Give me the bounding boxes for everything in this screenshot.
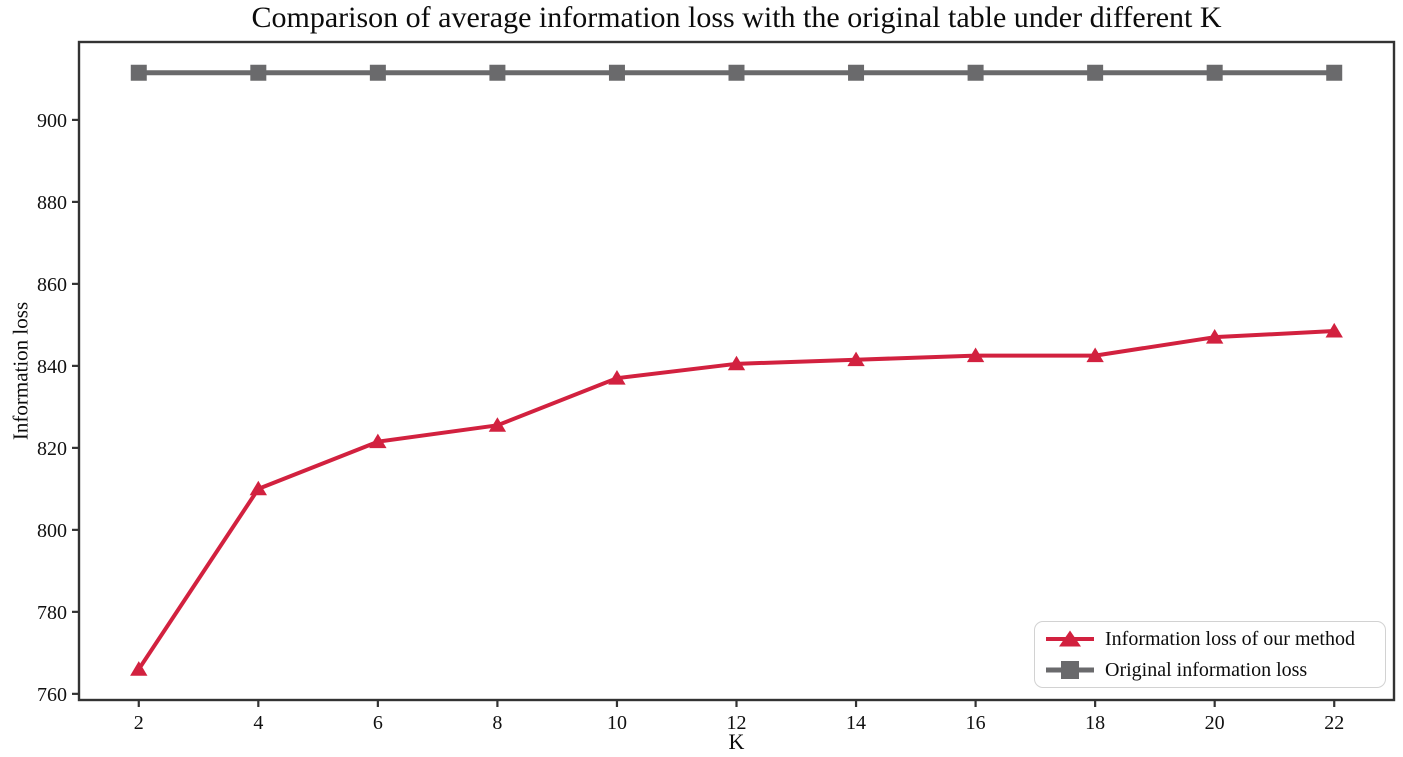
y-tick-label: 860	[37, 274, 67, 296]
series-0-triangle-marker	[369, 433, 387, 449]
y-tick-label: 840	[37, 356, 67, 378]
series-1-square-marker	[250, 64, 267, 81]
x-tick-label: 10	[607, 712, 627, 734]
x-tick-label: 14	[846, 712, 866, 734]
x-tick-label: 8	[492, 712, 502, 734]
legend-triangle-marker	[1059, 630, 1081, 647]
x-tick-label: 20	[1205, 712, 1225, 734]
square-marker-icon	[1046, 661, 1094, 679]
series-1-square-marker	[1206, 64, 1223, 81]
series-1-square-marker	[1087, 64, 1104, 81]
x-tick-label: 18	[1085, 712, 1105, 734]
legend-square-marker	[1061, 661, 1079, 679]
series-0-triangle-marker	[1325, 322, 1343, 338]
x-tick-label: 6	[373, 712, 383, 734]
series-0-triangle-marker	[608, 370, 626, 385]
x-axis-label: K	[728, 729, 745, 754]
series-0-triangle-marker	[488, 417, 507, 432]
series-1-square-marker	[728, 64, 745, 81]
series-1-square-marker	[369, 64, 386, 81]
series-line-0	[137, 329, 1335, 671]
series-1-square-marker	[489, 64, 506, 81]
chart-title: Comparison of average information loss w…	[251, 1, 1222, 34]
legend-label-original: Original information loss	[1105, 658, 1308, 681]
series-1-square-marker	[967, 64, 984, 81]
y-tick-label: 800	[37, 520, 67, 542]
legend-item-original: Original information loss	[1045, 655, 1385, 686]
series-0-triangle-marker	[130, 661, 148, 676]
x-tick-label: 4	[253, 712, 263, 734]
series-0-triangle-marker	[966, 347, 985, 363]
legend: Information loss of our method Original …	[1034, 621, 1386, 688]
triangle-marker-icon	[1046, 630, 1094, 647]
y-tick-label: 820	[37, 438, 67, 460]
y-tick-label: 780	[37, 602, 67, 624]
series-0-triangle-marker	[1086, 347, 1104, 363]
y-tick-label: 880	[37, 192, 67, 214]
y-tick-label: 760	[37, 684, 67, 706]
series-1-square-marker	[848, 64, 865, 81]
x-tick-label: 12	[727, 712, 747, 734]
series-0-triangle-marker	[727, 355, 746, 371]
series-0-triangle-marker	[847, 351, 865, 367]
series-0-triangle-marker	[1206, 329, 1224, 344]
legend-label-our-method: Information loss of our method	[1105, 627, 1355, 650]
x-tick-label: 2	[134, 712, 144, 734]
x-tick-label: 22	[1324, 712, 1344, 734]
series-1-square-marker	[130, 64, 147, 81]
x-tick-label: 16	[966, 712, 986, 734]
series-1-square-marker	[1326, 64, 1343, 81]
y-tick-label: 900	[37, 110, 67, 132]
series-1-square-marker	[608, 64, 625, 81]
legend-item-our-method: Information loss of our method	[1045, 624, 1385, 655]
series-0-triangle-marker	[249, 480, 267, 496]
plot-border	[77, 40, 1396, 702]
